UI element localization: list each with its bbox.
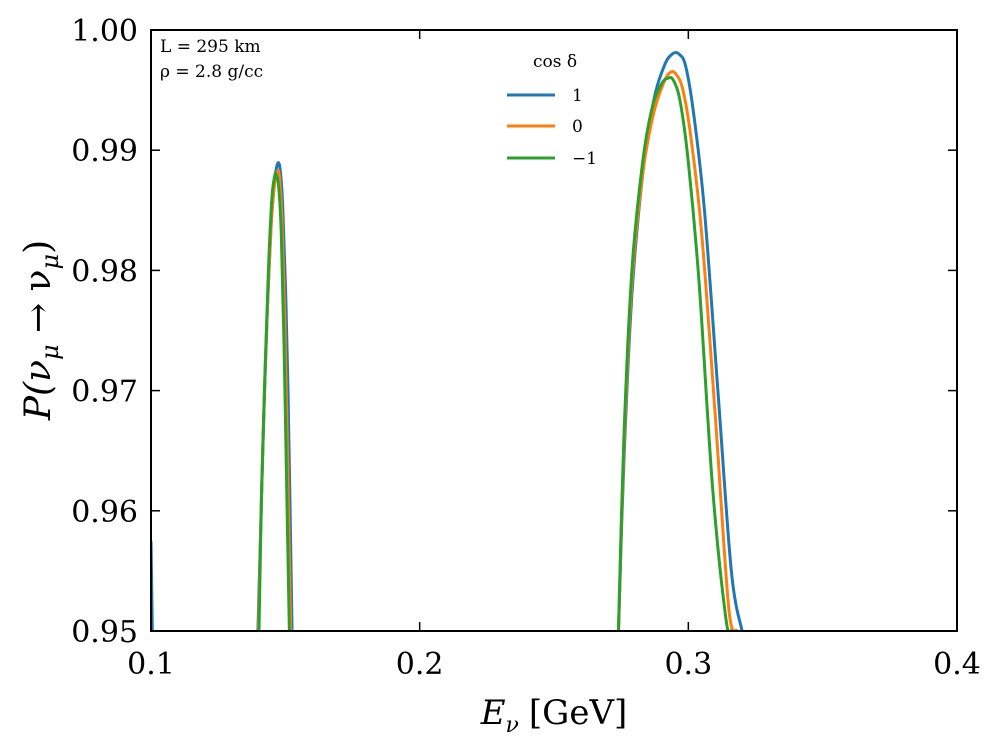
legend-label-minus1: −1: [572, 149, 597, 169]
annotation-density: ρ = 2.8 g/cc: [160, 62, 263, 82]
plot-frame: [150, 29, 958, 632]
y-tick-label-0: 0.95: [71, 615, 138, 650]
y-axis-label: P(νμ → νμ): [18, 240, 64, 421]
y-tick-label-1: 0.96: [71, 495, 138, 530]
legend-label-0: 0: [572, 117, 583, 137]
series-2-peak-1: [616, 76, 733, 631]
y-tick-label-4: 0.99: [71, 134, 138, 169]
x-tick-label-3: 0.4: [933, 647, 981, 682]
tick-layer: [150, 29, 958, 632]
series-layer: [151, 51, 744, 631]
x-tick-label-0: 0.1: [127, 647, 175, 682]
tick-label-layer: 0.1 0.2 0.3 0.4 0.95 0.96 0.97 0.98 0.99 1.00: [71, 14, 981, 682]
legend-label-1: 1: [572, 86, 583, 106]
legend: cos δ 1 0 −1: [507, 52, 597, 169]
x-tick-label-1: 0.2: [396, 647, 444, 682]
annotation-distance: L = 295 km: [160, 37, 261, 57]
y-tick-label-2: 0.97: [71, 375, 138, 410]
series-2-peak-0: [257, 171, 291, 631]
legend-title: cos δ: [533, 52, 577, 72]
y-tick-label-3: 0.98: [71, 254, 138, 289]
y-tick-label-5: 1.00: [71, 14, 138, 49]
x-tick-label-2: 0.3: [664, 647, 712, 682]
x-axis-label: Eν [GeV]: [480, 693, 628, 738]
